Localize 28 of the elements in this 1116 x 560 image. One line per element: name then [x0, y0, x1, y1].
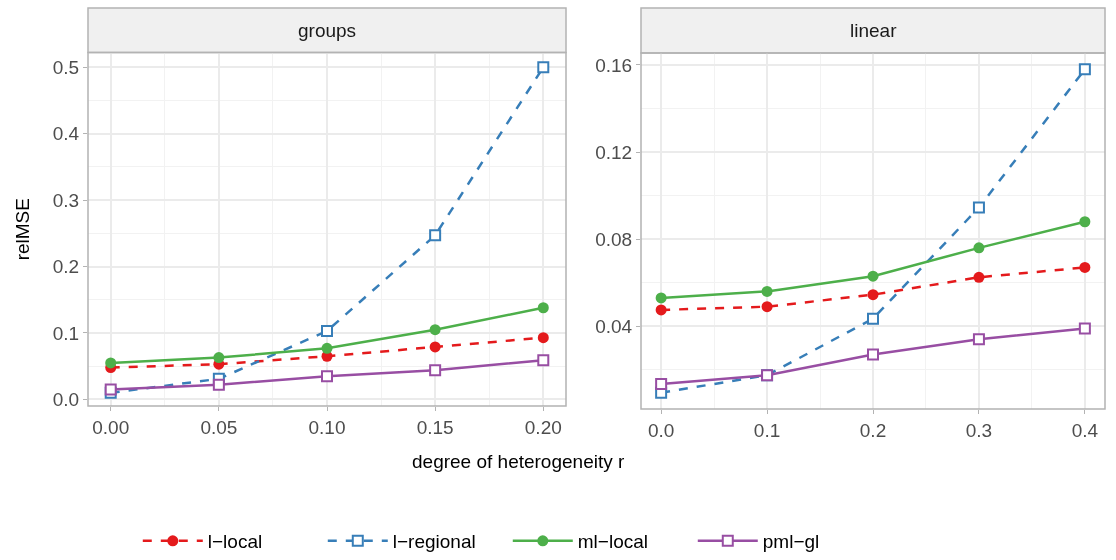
chart-title: linear	[850, 20, 898, 41]
x-tick-label: 0.20	[524, 416, 562, 438]
y-tick-label: 0.5	[52, 56, 80, 78]
legend-label: pml−gl	[762, 531, 820, 553]
x-tick-label: 0.3	[965, 419, 993, 441]
y-axis-title: relMSE	[11, 198, 33, 261]
legend-label: l−regional	[392, 531, 476, 553]
chart-title: groups	[298, 20, 357, 41]
x-tick-label: 0.00	[92, 416, 130, 438]
x-tick-label: 0.10	[308, 416, 346, 438]
x-tick-label: 0.1	[753, 419, 781, 441]
x-tick-label: 0.0	[647, 419, 675, 441]
y-tick-label: 0.12	[595, 141, 633, 163]
y-tick-label: 0.04	[595, 315, 633, 337]
y-tick-label: 0.0	[52, 389, 80, 411]
x-tick-label: 0.2	[859, 419, 887, 441]
y-tick-label: 0.08	[595, 228, 633, 250]
x-axis-title: degree of heterogeneity r	[412, 451, 625, 472]
x-tick-label: 0.05	[200, 416, 238, 438]
legend-label: l−local	[207, 531, 263, 553]
y-tick-label: 0.1	[52, 322, 80, 344]
x-tick-label: 0.4	[1071, 419, 1099, 441]
legend-label: ml−local	[577, 531, 649, 553]
y-tick-label: 0.2	[52, 256, 80, 278]
y-tick-label: 0.3	[52, 189, 80, 211]
x-tick-label: 0.15	[416, 416, 454, 438]
y-tick-label: 0.4	[52, 123, 80, 145]
y-tick-label: 0.16	[595, 54, 633, 76]
